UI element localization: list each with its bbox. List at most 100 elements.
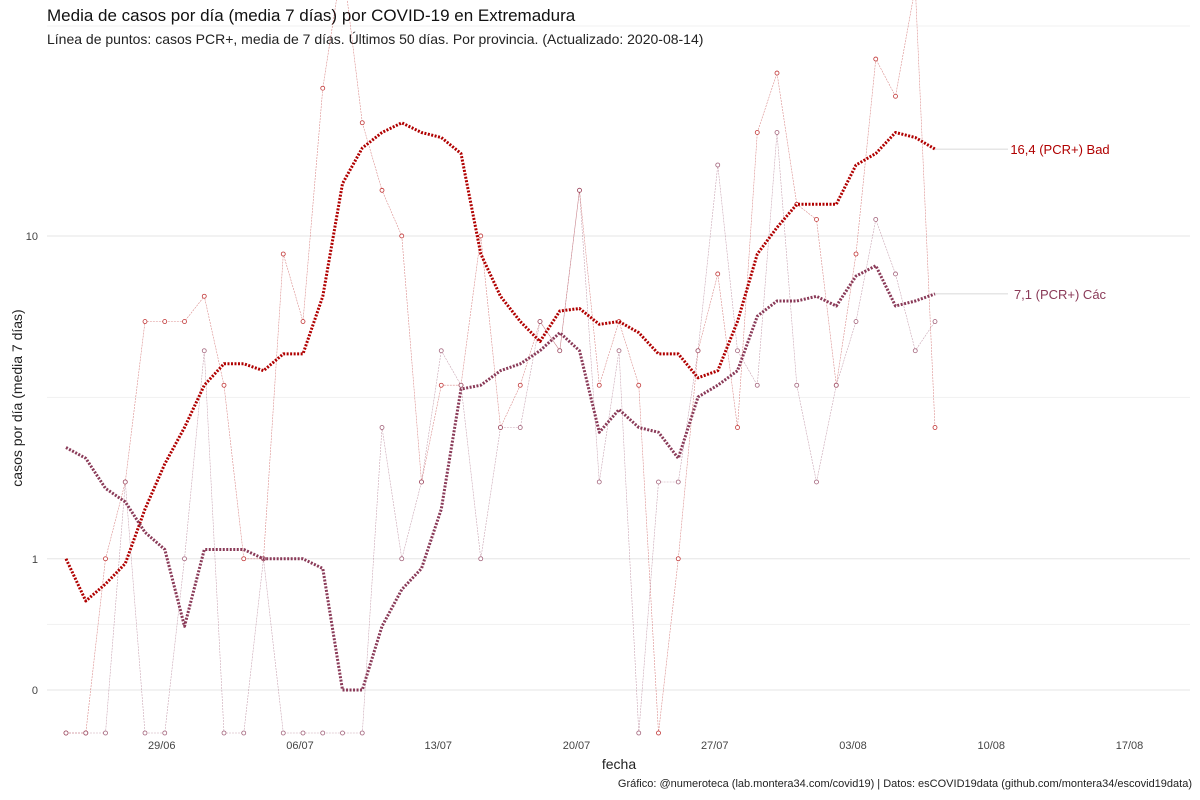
daily-point	[517, 382, 523, 388]
daily-point	[557, 348, 563, 354]
daily-point	[340, 730, 345, 736]
average-series-lines	[64, 121, 936, 692]
daily-point	[715, 162, 721, 168]
end-label-text: 7,1 (PCR+) Các	[1014, 287, 1107, 302]
daily-point	[182, 556, 187, 562]
daily-point	[300, 730, 306, 736]
daily-point	[833, 382, 839, 388]
daily-point	[932, 319, 938, 324]
daily-point	[221, 382, 227, 388]
daily-point	[359, 120, 365, 126]
daily-point	[596, 382, 602, 388]
daily-point	[517, 425, 523, 430]
daily-point	[458, 382, 464, 388]
daily-point	[280, 251, 286, 257]
daily-point	[438, 382, 444, 388]
daily-point	[379, 187, 385, 193]
daily-point	[162, 730, 168, 736]
daily-point	[241, 556, 247, 562]
daily-point	[122, 479, 128, 485]
daily-point	[735, 425, 740, 430]
daily-point	[103, 730, 108, 736]
daily-point	[379, 425, 385, 430]
daily-point	[201, 293, 207, 299]
daily-point	[399, 233, 405, 239]
daily-point	[636, 730, 642, 736]
average-line-caceres	[65, 264, 936, 692]
daily-point	[616, 348, 622, 354]
x-tick-label: 10/08	[977, 740, 1005, 752]
daily-point	[735, 348, 740, 354]
x-tick-label: 06/07	[286, 740, 314, 752]
daily-point	[912, 348, 918, 354]
daily-point	[893, 93, 898, 99]
daily-point	[478, 556, 484, 562]
chart-subtitle: Línea de puntos: casos PCR+, media de 7 …	[47, 31, 704, 47]
daily-point	[162, 319, 168, 324]
daily-point	[399, 556, 405, 562]
daily-series-lines	[66, 0, 936, 734]
daily-point	[675, 556, 681, 562]
daily-point	[774, 70, 780, 76]
daily-point	[201, 348, 207, 354]
daily-point	[754, 382, 760, 388]
daily-point	[221, 730, 227, 736]
daily-point	[103, 556, 108, 562]
daily-point	[794, 382, 800, 388]
daily-point	[182, 319, 187, 324]
daily-point	[596, 479, 602, 485]
x-tick-label: 27/07	[701, 740, 729, 752]
y-tick-label: 0	[32, 685, 38, 697]
daily-point	[715, 271, 721, 277]
daily-point	[320, 730, 326, 736]
daily-point	[932, 425, 938, 430]
daily-point	[577, 187, 582, 193]
daily-point	[241, 730, 247, 736]
daily-line-caceres	[66, 132, 936, 734]
daily-point	[438, 348, 444, 354]
daily-point	[300, 319, 306, 324]
daily-point	[853, 251, 859, 257]
y-tick-label: 1	[32, 554, 38, 566]
end-labels: 16,4 (PCR+) Bad 7,1 (PCR+) Các	[935, 142, 1110, 302]
daily-point	[656, 730, 661, 736]
daily-point	[498, 425, 503, 430]
daily-point	[656, 479, 661, 485]
end-label-text: 16,4 (PCR+) Bad	[1010, 142, 1109, 157]
daily-point	[83, 730, 89, 736]
daily-point	[142, 319, 148, 324]
chart-title: Media de casos por día (media 7 días) po…	[47, 6, 576, 25]
y-axis-title: casos por día (media 7 días)	[9, 309, 25, 486]
daily-point	[754, 130, 760, 135]
daily-point	[142, 730, 148, 736]
daily-point	[853, 319, 859, 324]
daily-point	[814, 217, 819, 222]
daily-point	[774, 130, 780, 135]
grid-lines	[47, 25, 1190, 691]
daily-point	[478, 233, 484, 239]
daily-point	[359, 730, 365, 736]
daily-point	[419, 479, 424, 485]
daily-point	[320, 85, 326, 91]
daily-point	[537, 319, 543, 324]
daily-point	[675, 479, 681, 485]
x-tick-label: 29/06	[148, 740, 176, 752]
daily-point	[63, 730, 69, 736]
x-axis-ticks: 29/06 06/07 13/07 20/07 27/07 03/08 10/08 17/08	[148, 740, 1143, 752]
average-line-badajoz	[64, 121, 936, 603]
daily-point	[636, 382, 642, 388]
daily-series-points	[63, 56, 938, 736]
y-tick-label: 10	[26, 231, 38, 243]
chart-caption: Gráfico: @numeroteca (lab.montera34.com/…	[617, 778, 1192, 790]
x-axis-title: fecha	[602, 756, 636, 772]
daily-point	[893, 271, 898, 277]
x-tick-label: 03/08	[839, 740, 867, 752]
x-tick-label: 20/07	[563, 740, 591, 752]
x-tick-label: 17/08	[1116, 740, 1144, 752]
daily-point	[873, 56, 879, 62]
daily-line-badajoz	[66, 0, 936, 734]
daily-point	[814, 479, 819, 485]
daily-point	[280, 730, 286, 736]
